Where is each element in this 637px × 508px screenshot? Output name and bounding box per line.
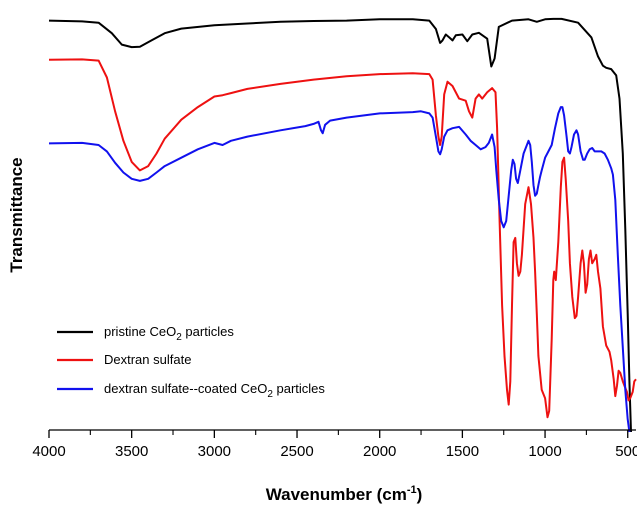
x-ticks: 4000 3500 3000 2500 2000 1500 1000 500 [32,430,637,460]
legend-label-0: pristine CeO2 particles [104,324,234,343]
series-lines [48,17,637,433]
series-line-1 [48,58,637,419]
x-tick-label: 1000 [528,443,561,460]
x-axis-title-main: Wavenumber (cm [266,485,407,504]
series-line-0 [48,17,632,433]
legend: pristine CeO2 particles Dextran sulfate de… [57,324,325,400]
x-axis-title-close: ) [417,485,423,504]
x-tick-label: 1500 [446,443,479,460]
x-tick-label: 500 [615,443,637,460]
axes: 4000 3500 3000 2500 2000 1500 1000 500 [32,429,637,460]
x-tick-label: 4000 [32,443,65,460]
x-tick-label: 2500 [280,443,313,460]
x-axis-title: Wavenumber (cm-1) [266,484,423,504]
x-tick-label: 3000 [198,443,231,460]
x-tick-label: 2000 [363,443,396,460]
series-line-2 [48,106,631,433]
y-axis-title: Transmittance [7,157,26,272]
x-tick-label: 3500 [115,443,148,460]
legend-label-1: Dextran sulfate [104,352,191,367]
legend-label-2: dextran sulfate--coated CeO2 particles [104,381,325,400]
x-axis-title-sup: -1 [407,484,417,496]
